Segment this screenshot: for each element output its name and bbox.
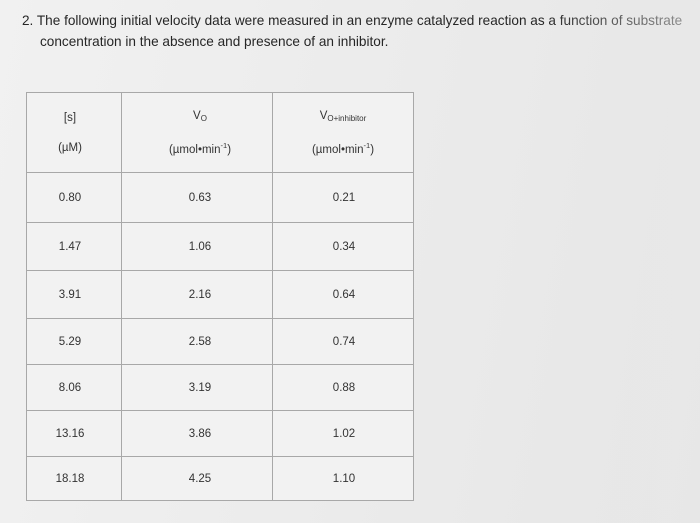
table-row: 5.29 2.58 0.74: [26, 318, 414, 365]
substrate-value: 13.16: [55, 427, 85, 440]
v0-value: 3.86: [188, 427, 212, 440]
question-line-2: concentration in the absence and presenc…: [40, 34, 389, 49]
v0-value: 1.06: [188, 240, 212, 253]
v0-inhibitor-value: 0.64: [332, 288, 356, 301]
v0-cell: 3.86: [121, 410, 273, 457]
header-v0-unit-close: ): [227, 143, 232, 156]
table-row: 1.47 1.06 0.34: [26, 222, 414, 271]
v0-inhibitor-value: 0.88: [332, 381, 356, 394]
v0-inhibitor-cell: 1.02: [272, 410, 414, 457]
v0-inhibitor-cell: 1.10: [272, 456, 414, 501]
v0-inhibitor-cell: 0.74: [272, 318, 414, 365]
substrate-cell: 3.91: [26, 270, 122, 319]
header-v0-inhibitor-unit-text: (µmol•min: [311, 143, 364, 156]
velocity-data-table: [s] (µM) VO (µmol•min-1) VO+inhibitor (µ…: [26, 92, 414, 501]
question-number: 2.: [22, 13, 34, 28]
table-row: 3.91 2.16 0.64: [26, 270, 414, 319]
header-substrate-unit: (µM): [58, 141, 82, 154]
v0-value: 2.16: [188, 288, 212, 301]
v0-inhibitor-cell: 0.64: [272, 270, 414, 319]
v0-cell: 4.25: [121, 456, 273, 501]
v0-cell: 3.19: [121, 364, 273, 411]
header-substrate: [s] (µM): [26, 92, 122, 173]
header-v0-inhibitor: VO+inhibitor (µmol•min-1): [272, 92, 414, 173]
header-v0-inhibitor-unit: (µmol•min-1): [273, 141, 413, 156]
v0-value: 4.25: [188, 472, 212, 485]
v0-inhibitor-value: 1.10: [332, 472, 356, 485]
question-line-1-text: The following initial velocity data were…: [36, 13, 683, 28]
header-v0-unit: (µmol•min-1): [122, 141, 272, 156]
substrate-cell: 0.80: [26, 172, 122, 223]
substrate-value: 1.47: [58, 240, 82, 253]
substrate-cell: 13.16: [26, 410, 122, 457]
substrate-value: 5.29: [58, 335, 82, 348]
question-line-1: 2. The following initial velocity data w…: [22, 10, 692, 31]
v0-inhibitor-value: 0.34: [332, 240, 356, 253]
substrate-cell: 5.29: [26, 318, 122, 365]
table-row: 0.80 0.63 0.21: [26, 172, 414, 223]
header-substrate-label: [s]: [63, 111, 77, 124]
paper-shading: [540, 0, 700, 523]
v0-value: 2.58: [188, 335, 212, 348]
v0-inhibitor-value: 0.21: [332, 191, 356, 204]
table-row: 8.06 3.19 0.88: [26, 364, 414, 411]
header-v0-symbol: V: [193, 109, 201, 122]
v0-inhibitor-cell: 0.34: [272, 222, 414, 271]
table-header-row: [s] (µM) VO (µmol•min-1) VO+inhibitor (µ…: [26, 92, 414, 173]
v0-value: 0.63: [188, 191, 212, 204]
v0-inhibitor-value: 0.74: [332, 335, 356, 348]
v0-cell: 2.58: [121, 318, 273, 365]
v0-cell: 0.63: [121, 172, 273, 223]
substrate-value: 0.80: [58, 191, 82, 204]
question-text: 2. The following initial velocity data w…: [22, 10, 692, 52]
header-v0-inhibitor-label: VO+inhibitor: [273, 110, 413, 123]
header-v0-inhibitor-unit-superscript: -1: [363, 140, 371, 150]
header-v0-inhibitor-symbol: V: [319, 109, 328, 122]
substrate-cell: 18.18: [26, 456, 122, 501]
v0-inhibitor-cell: 0.88: [272, 364, 414, 411]
header-v0-inhibitor-subscript: O+inhibitor: [327, 113, 367, 123]
table-row: 18.18 4.25 1.10: [26, 456, 414, 501]
header-v0: VO (µmol•min-1): [121, 92, 273, 173]
table-row: 13.16 3.86 1.02: [26, 410, 414, 457]
header-v0-unit-superscript: -1: [220, 140, 228, 150]
header-v0-subscript: O: [200, 113, 207, 123]
v0-cell: 2.16: [121, 270, 273, 319]
header-v0-label: VO: [122, 110, 272, 123]
substrate-value: 3.91: [58, 288, 82, 301]
substrate-cell: 8.06: [26, 364, 122, 411]
header-v0-inhibitor-unit-close: ): [370, 143, 375, 156]
v0-value: 3.19: [188, 381, 212, 394]
substrate-value: 8.06: [58, 381, 82, 394]
substrate-cell: 1.47: [26, 222, 122, 271]
substrate-value: 18.18: [55, 472, 85, 485]
v0-inhibitor-cell: 0.21: [272, 172, 414, 223]
v0-inhibitor-value: 1.02: [332, 427, 356, 440]
header-v0-unit-text: (µmol•min: [168, 143, 221, 156]
v0-cell: 1.06: [121, 222, 273, 271]
